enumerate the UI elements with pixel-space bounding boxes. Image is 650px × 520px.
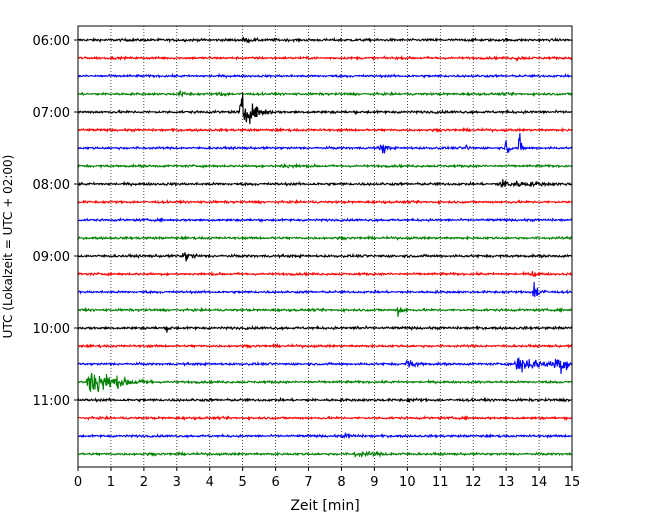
seismogram-trace xyxy=(77,36,573,44)
seismogram-trace xyxy=(77,126,573,134)
seismogram-trace xyxy=(77,252,573,262)
seismogram-trace xyxy=(77,450,572,459)
seismogram-trace xyxy=(77,396,573,403)
y-tick-label: 11:00 xyxy=(33,394,70,409)
x-tick-label: 1 xyxy=(107,475,115,490)
seismogram-trace xyxy=(77,72,573,79)
x-tick-label: 2 xyxy=(140,475,148,490)
y-tick-label: 09:00 xyxy=(33,250,70,265)
y-tick-label: 07:00 xyxy=(33,106,70,121)
seismogram-trace xyxy=(77,198,573,206)
seismogram-trace xyxy=(77,342,573,350)
seismogram-trace xyxy=(77,217,573,223)
x-tick-label: 4 xyxy=(206,475,214,490)
y-tick-label: 08:00 xyxy=(33,178,70,193)
x-axis-label: Zeit [min] xyxy=(290,498,359,514)
x-tick-label: 7 xyxy=(304,475,312,490)
y-axis-label: UTC (Lokalzeit = UTC + 02:00) xyxy=(1,155,15,339)
x-tick-label: 6 xyxy=(271,475,279,490)
seismogram-trace xyxy=(77,324,573,333)
x-tick-label: 12 xyxy=(465,475,482,490)
seismogram-trace xyxy=(77,92,573,125)
seismogram-trace xyxy=(77,414,573,422)
y-axis: 06:00 07:00 08:00 09:00 10:00 11:00 xyxy=(33,34,78,409)
seismogram-trace xyxy=(77,90,573,98)
seismogram-trace xyxy=(78,179,573,189)
x-tick-label: 5 xyxy=(239,475,247,490)
x-tick-label: 15 xyxy=(564,475,581,490)
seismogram-trace xyxy=(77,372,573,393)
x-tick-label: 8 xyxy=(337,475,345,490)
y-tick-label: 10:00 xyxy=(33,322,70,337)
x-tick-label: 0 xyxy=(74,475,82,490)
seismogram-trace xyxy=(77,162,573,170)
trace-layer xyxy=(77,36,573,459)
seismogram-trace xyxy=(77,281,573,298)
x-axis: 0 1 2 3 4 5 6 7 8 9 10 11 12 13 14 15 xyxy=(74,467,580,490)
x-tick-label: 13 xyxy=(498,475,515,490)
x-tick-label: 3 xyxy=(173,475,181,490)
seismogram-trace xyxy=(77,270,573,277)
x-tick-label: 10 xyxy=(399,475,416,490)
seismogram-trace xyxy=(77,234,573,242)
seismogram-trace xyxy=(77,133,573,154)
x-tick-label: 9 xyxy=(370,475,378,490)
seismogram-trace xyxy=(77,357,573,374)
seismogram-trace xyxy=(77,306,573,317)
plot-frame xyxy=(77,25,573,468)
x-tick-label: 11 xyxy=(432,475,449,490)
seismogram-trace xyxy=(77,54,573,62)
y-tick-label: 06:00 xyxy=(33,34,70,49)
x-tick-label: 14 xyxy=(531,475,548,490)
seismogram-trace xyxy=(77,431,573,439)
